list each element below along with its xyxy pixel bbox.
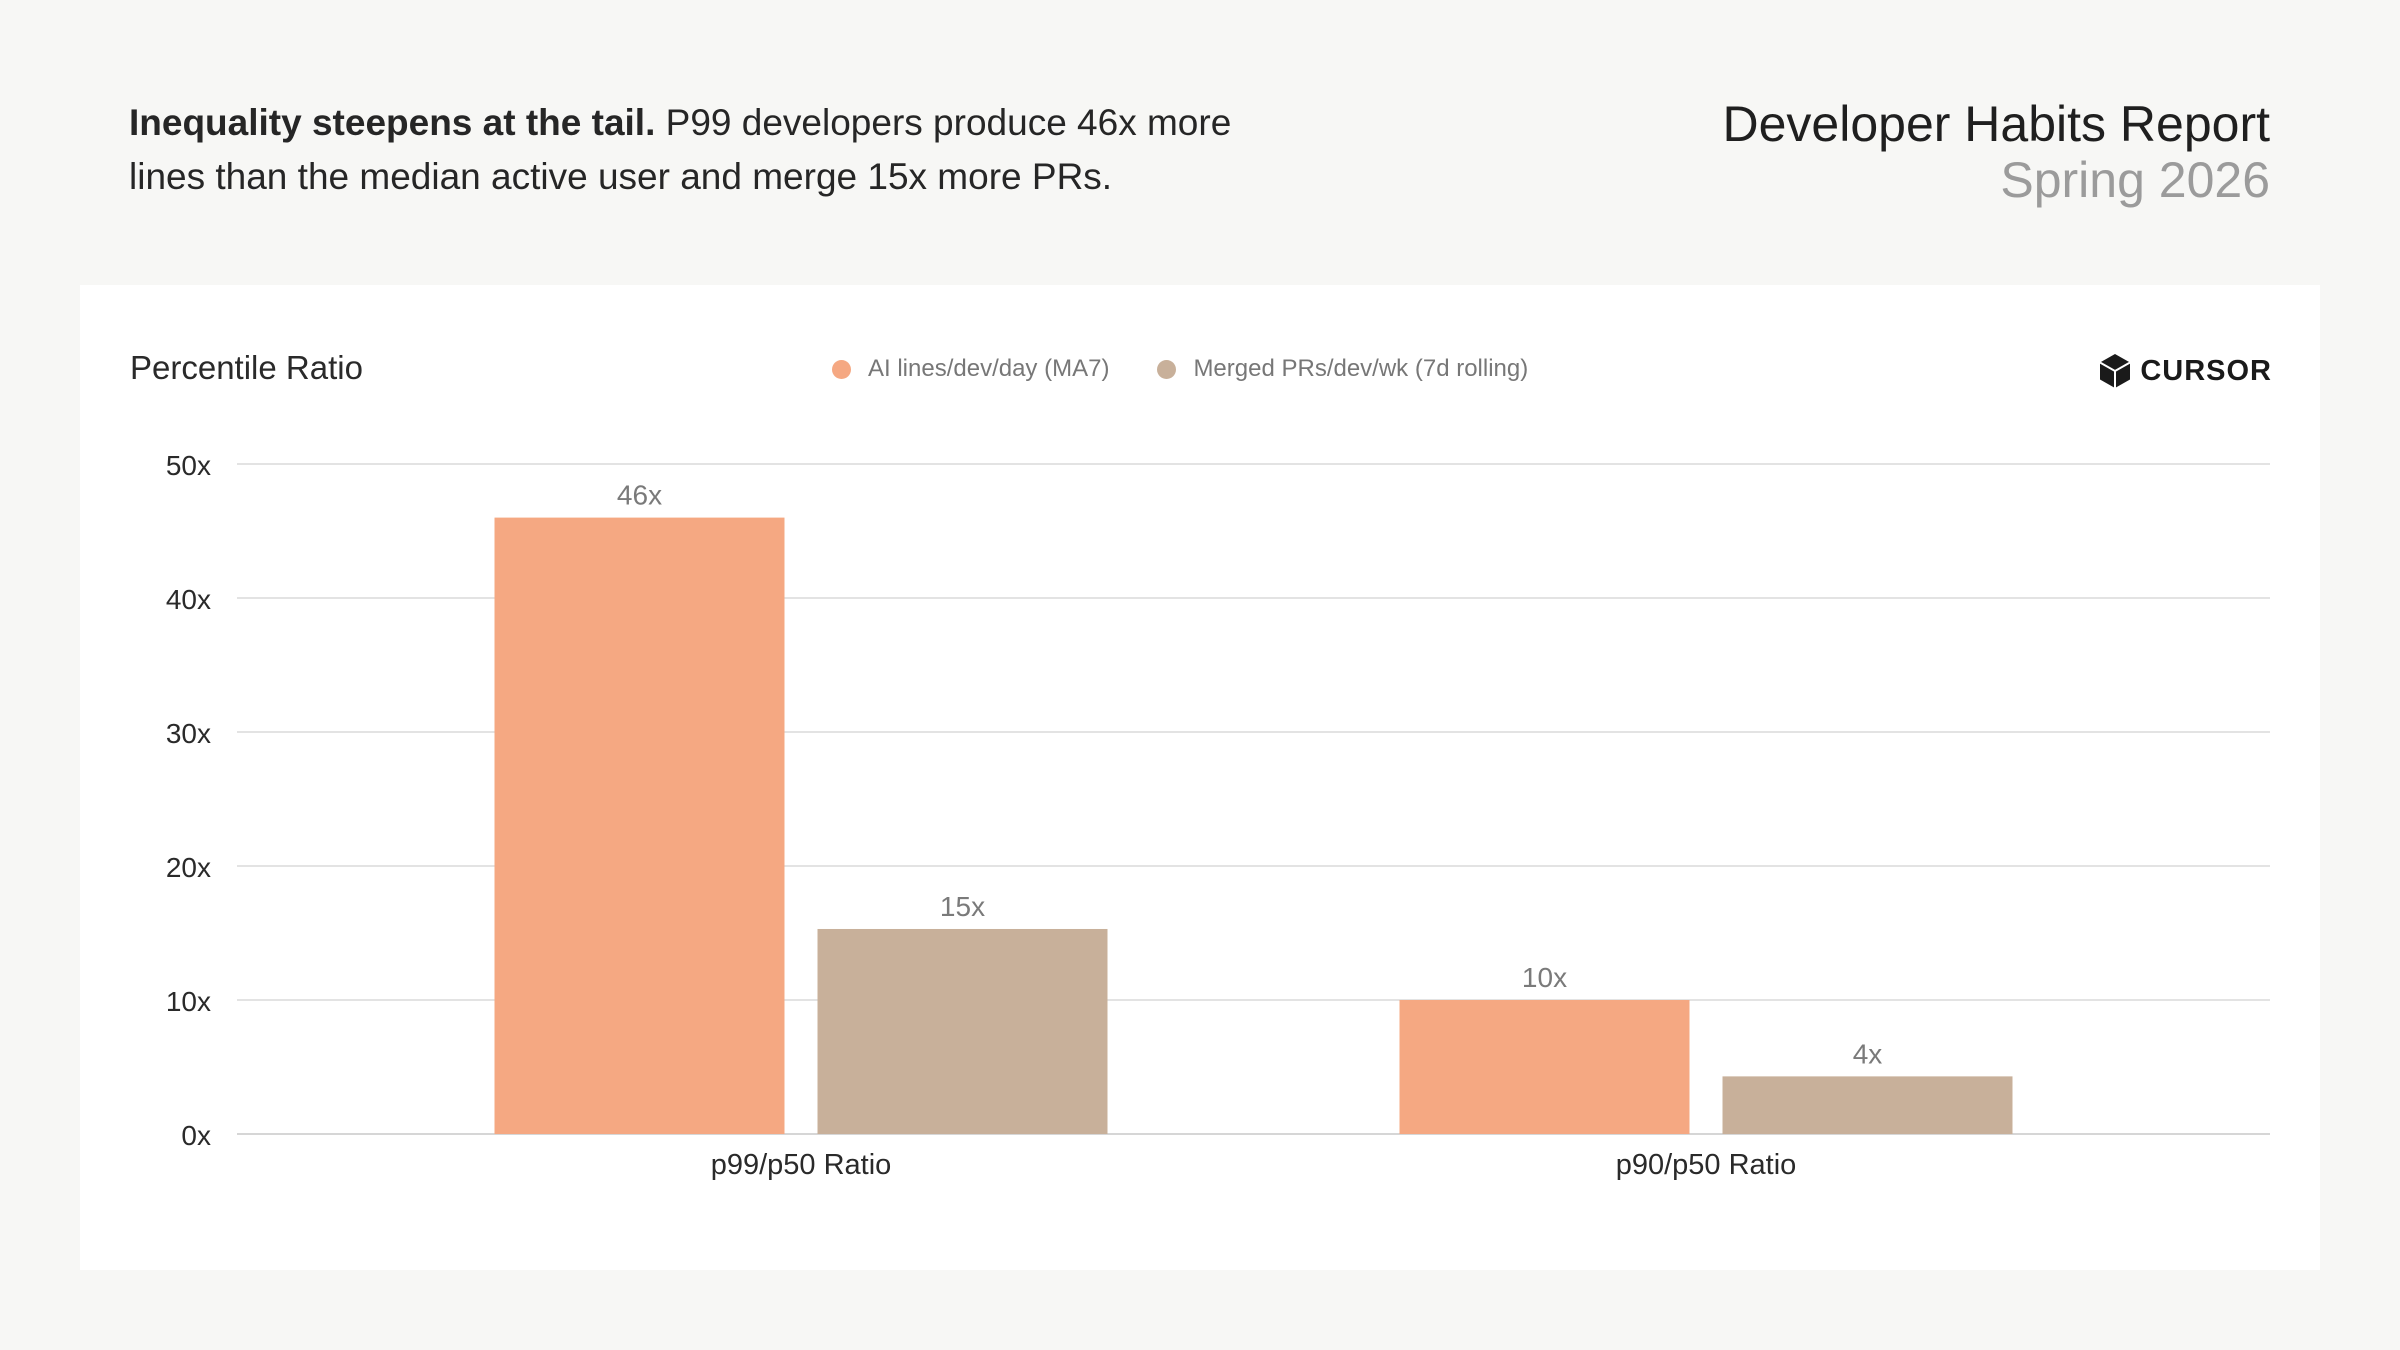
headline-rest: P99 developers produce 46x more lines th… <box>129 102 1232 197</box>
report-subtitle: Spring 2026 <box>2000 152 2270 208</box>
report-title-block: Developer Habits Report Spring 2026 <box>1723 96 2271 208</box>
y-tick-label: 30x <box>166 718 211 749</box>
legend-item-merged-prs: Merged PRs/dev/wk (7d rolling) <box>1157 355 1528 383</box>
legend-label-merged-prs: Merged PRs/dev/wk (7d rolling) <box>1193 355 1529 382</box>
y-tick-label: 50x <box>166 450 211 481</box>
x-tick-label: p90/p50 Ratio <box>1616 1149 1797 1181</box>
bar <box>1399 1000 1690 1134</box>
headline: Inequality steepens at the tail. P99 dev… <box>129 96 1279 204</box>
chart-title: Percentile Ratio <box>130 349 363 386</box>
report-title: Developer Habits Report <box>1722 96 2271 152</box>
bar-value-label: 46x <box>617 480 662 511</box>
y-tick-label: 10x <box>166 986 211 1017</box>
x-tick-label: p99/p50 Ratio <box>711 1149 892 1181</box>
y-tick-label: 40x <box>166 584 211 615</box>
bar-value-label: 10x <box>1522 962 1567 993</box>
bar <box>494 517 785 1134</box>
chart-plot: 0x 10x 20x 30x 40x 50x 46x 15x p99/p50 Ratio 10x 4… <box>166 450 2270 1181</box>
bar-value-label: 15x <box>940 891 985 922</box>
legend-swatch-merged-prs <box>1157 359 1177 379</box>
brand-logo: CURSOR <box>2098 353 2272 389</box>
chart-card: Percentile Ratio AI lines/dev/day (MA7) … <box>80 285 2320 1270</box>
legend-swatch-ai-lines <box>832 359 851 379</box>
bar <box>1722 1076 2013 1134</box>
legend: AI lines/dev/day (MA7) Merged PRs/dev/wk… <box>832 355 1576 383</box>
bar-value-label: 4x <box>1853 1038 1883 1069</box>
y-tick-label: 20x <box>166 852 211 883</box>
y-tick-label: 0x <box>181 1120 211 1151</box>
headline-bold: Inequality steepens at the tail. <box>129 102 656 143</box>
legend-label-ai-lines: AI lines/dev/day (MA7) <box>868 355 1110 382</box>
legend-item-ai-lines: AI lines/dev/day (MA7) <box>832 355 1109 383</box>
brand-name: CURSOR <box>2140 354 2272 387</box>
cursor-logo-icon <box>2099 354 2131 388</box>
bar <box>817 928 1108 1134</box>
